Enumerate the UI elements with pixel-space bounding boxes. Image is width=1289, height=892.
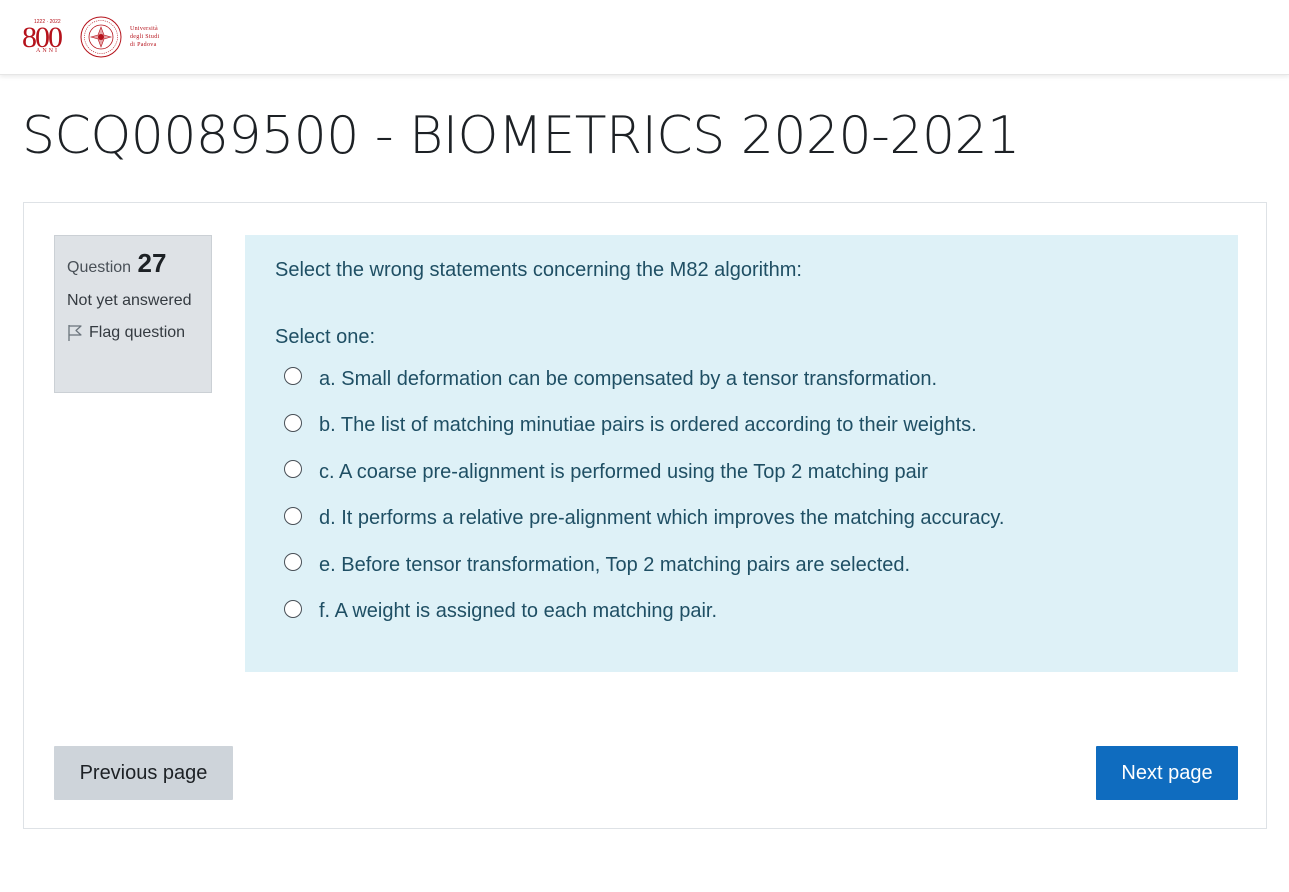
radio-button[interactable] [284,506,302,525]
university-seal-icon [80,16,122,58]
question-text: Select the wrong statements concerning t… [275,259,802,281]
answer-list: a. Small deformation can be compensated … [275,356,1208,635]
flag-question-button[interactable]: Flag question [67,324,199,342]
answer-label: a. Small deformation can be compensated … [319,367,938,390]
radio-button[interactable] [284,599,302,618]
question-state: Not yet answered [67,292,192,309]
top-navbar: 1222 · 2022 800 ANNI Università degli St… [0,0,1289,75]
answer-label: b. The list of matching minutiae pairs i… [319,414,977,437]
question-content: Select the wrong statements concerning t… [245,235,1238,672]
answer-option-e[interactable]: e. Before tensor transformation, Top 2 m… [275,542,1208,589]
flag-icon [68,325,82,341]
anniversary-800-logo: 1222 · 2022 800 ANNI [22,17,74,57]
quiz-card: Question 27 Not yet answered Flag questi… [23,202,1267,829]
answer-label: c. A coarse pre-alignment is performed u… [319,460,928,483]
radio-button[interactable] [284,413,302,432]
next-page-button[interactable]: Next page [1096,746,1238,800]
question-number: Question 27 [67,248,199,283]
university-name: Università degli Studi di Padova [130,25,159,49]
radio-button[interactable] [284,367,302,386]
previous-page-button[interactable]: Previous page [54,746,233,800]
flag-question-label: Flag question [89,324,186,341]
answer-prompt: Select one: [275,326,376,348]
university-name-line: di Padova [130,42,157,48]
radio-button[interactable] [284,553,302,572]
page-title: SCQ0089500 - BIOMETRICS 2020-2021 [22,106,1020,166]
answer-option-f[interactable]: f. A weight is assigned to each matching… [275,589,1208,636]
question-label: Question [67,259,132,276]
question-number-value: 27 [137,248,167,278]
question-info-panel: Question 27 Not yet answered Flag questi… [54,235,212,393]
answer-option-d[interactable]: d. It performs a relative pre-alignment … [275,496,1208,543]
answer-label: d. It performs a relative pre-alignment … [319,507,1005,530]
university-name-line: degli Studi [130,34,160,40]
answer-label: e. Before tensor transformation, Top 2 m… [319,553,911,576]
logo-number: 800 [22,21,63,54]
radio-button[interactable] [284,460,302,479]
answer-option-a[interactable]: a. Small deformation can be compensated … [275,356,1208,403]
answer-option-c[interactable]: c. A coarse pre-alignment is performed u… [275,449,1208,496]
university-name-line: Università [130,26,158,32]
answer-option-b[interactable]: b. The list of matching minutiae pairs i… [275,403,1208,450]
university-logo[interactable]: 1222 · 2022 800 ANNI Università degli St… [22,14,182,60]
answer-label: f. A weight is assigned to each matching… [319,600,718,623]
logo-years: 1222 · 2022 [34,19,61,25]
logo-anni: ANNI [36,48,59,54]
